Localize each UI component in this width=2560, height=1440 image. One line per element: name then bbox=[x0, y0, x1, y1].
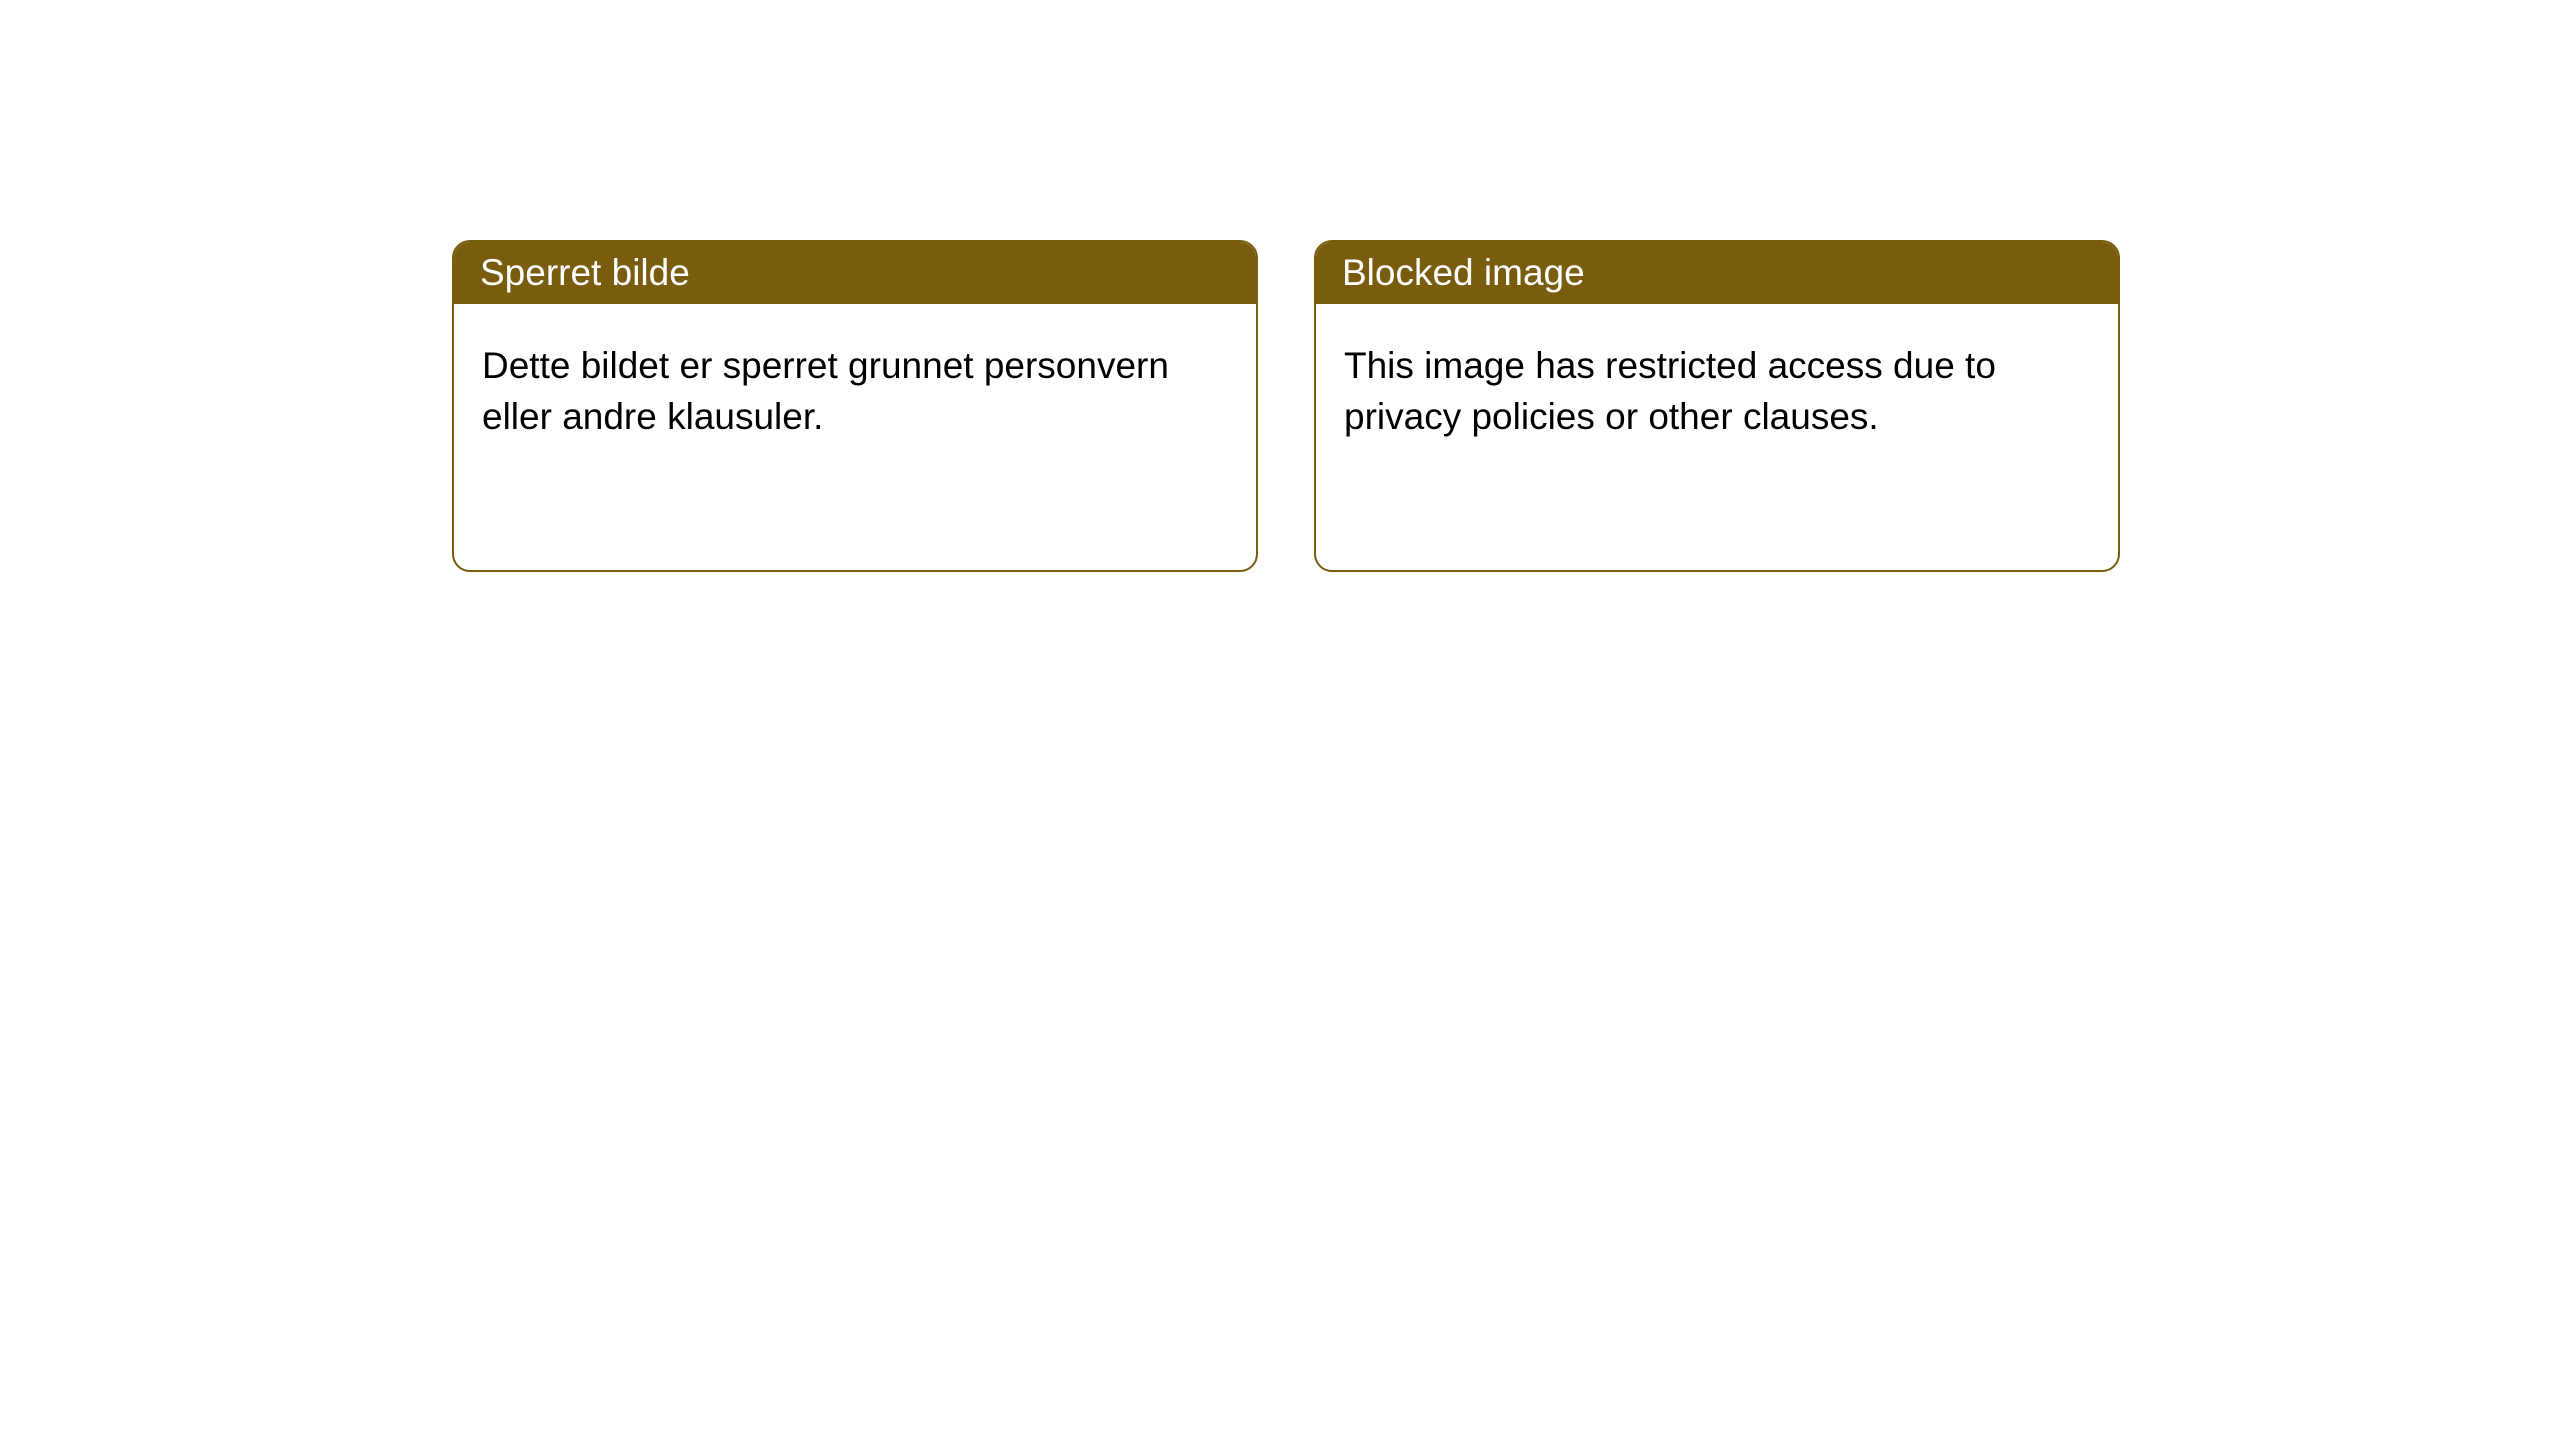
notice-body: Dette bildet er sperret grunnet personve… bbox=[454, 304, 1256, 478]
notice-title: Blocked image bbox=[1316, 242, 2118, 304]
notice-box-english: Blocked image This image has restricted … bbox=[1314, 240, 2120, 572]
notice-body: This image has restricted access due to … bbox=[1316, 304, 2118, 478]
notice-container: Sperret bilde Dette bildet er sperret gr… bbox=[0, 0, 2560, 572]
notice-title: Sperret bilde bbox=[454, 242, 1256, 304]
notice-box-norwegian: Sperret bilde Dette bildet er sperret gr… bbox=[452, 240, 1258, 572]
